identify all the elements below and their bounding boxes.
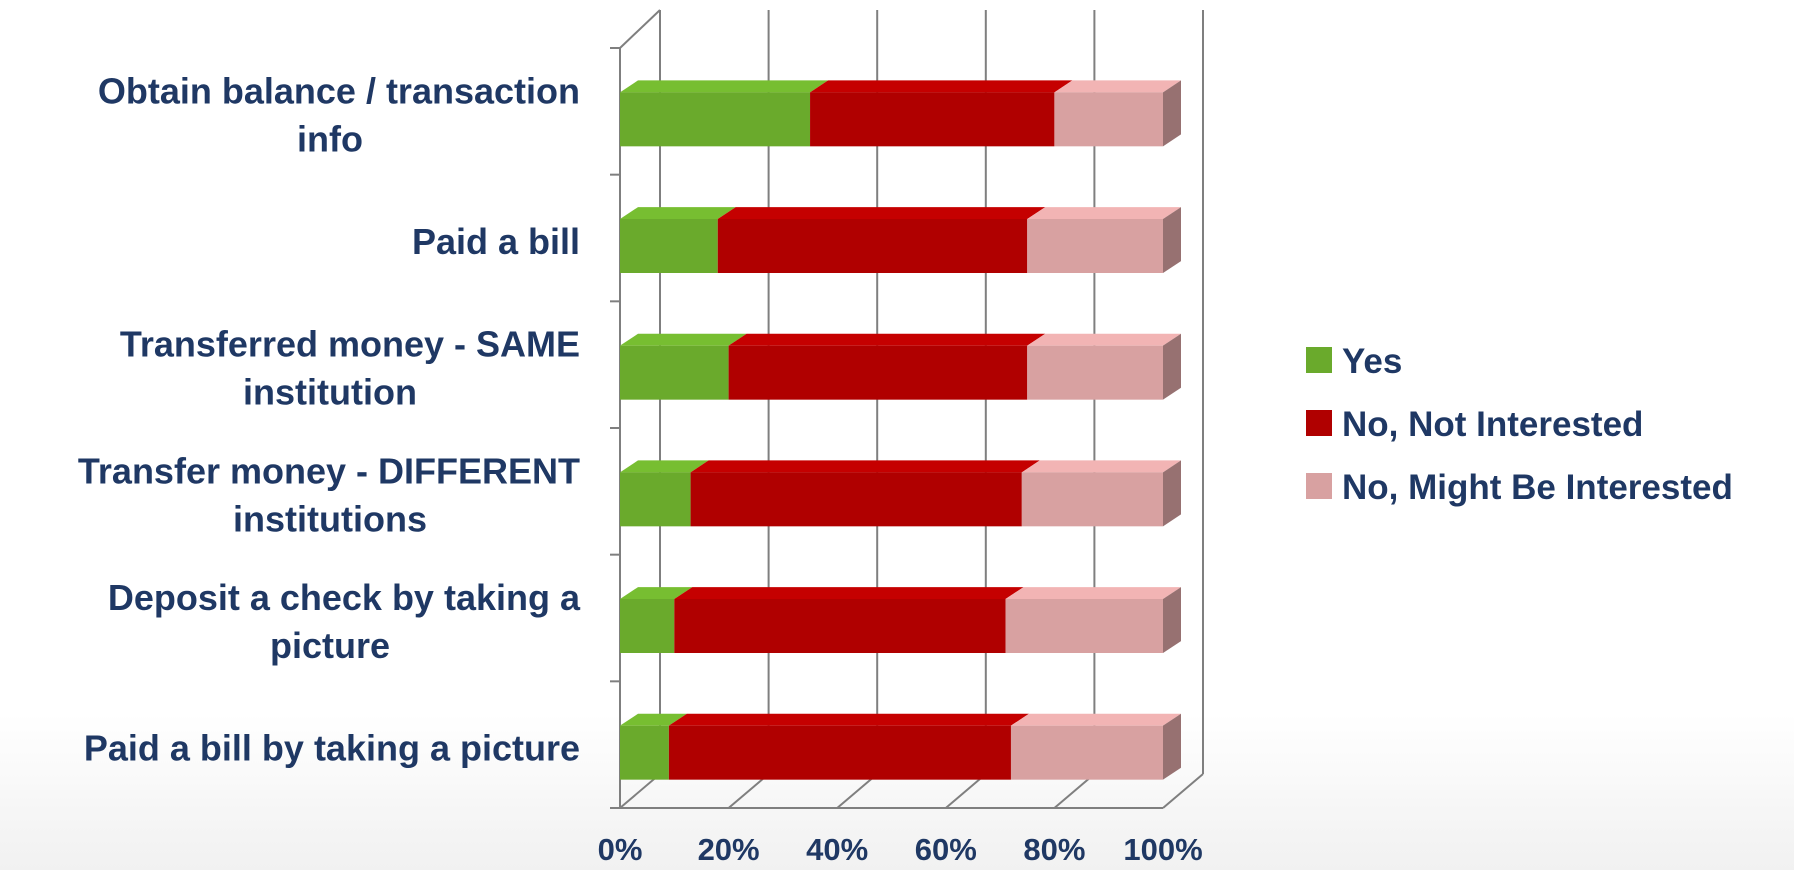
legend-swatch [1306, 473, 1332, 499]
bar-segment [1021, 460, 1181, 527]
bar-front-face [668, 725, 1011, 780]
bar-segment [620, 80, 829, 147]
category-label: Transfer money - DIFFERENT [78, 450, 580, 491]
legend-swatch [1306, 410, 1332, 436]
bar-segment [620, 460, 709, 527]
bar-top-face [620, 80, 829, 93]
x-tick-label: 100% [1123, 832, 1202, 867]
bar-top-face [620, 333, 747, 346]
bar-top-face [668, 713, 1029, 726]
bar-front-face [728, 345, 1028, 400]
bar-segment [690, 460, 1040, 527]
bar-segment [620, 587, 693, 653]
bar-front-face [620, 92, 811, 147]
bar-segment [1005, 587, 1181, 653]
bar-top-face [674, 587, 1024, 599]
bar-front-face [1054, 92, 1163, 147]
bar-top-face [1054, 80, 1181, 93]
bar-series [620, 80, 1181, 780]
floor-gridline [1162, 773, 1204, 809]
bar-front-face [620, 345, 729, 400]
bar-top-face [620, 713, 687, 726]
bar-top-face [690, 460, 1040, 473]
bar-front-face [690, 472, 1022, 527]
bar-front-face [620, 219, 718, 273]
bar-front-face [620, 472, 691, 527]
category-label: info [297, 118, 363, 159]
x-tick-label: 60% [915, 832, 977, 867]
legend-swatch [1306, 347, 1332, 373]
bar-front-face [620, 725, 669, 780]
bar-front-face [1005, 599, 1163, 653]
legend-label: Yes [1342, 342, 1402, 381]
bar-side-face [1163, 460, 1181, 527]
bar-top-face [810, 80, 1073, 93]
bar-front-face [620, 599, 675, 653]
x-tick-label: 0% [598, 832, 643, 867]
bar-top-face [620, 207, 736, 219]
bar-segment [1054, 80, 1181, 147]
bar-segment [668, 713, 1029, 780]
bar-side-face [1163, 713, 1181, 780]
x-tick-label: 80% [1023, 832, 1085, 867]
bar-segment [620, 207, 736, 273]
bar-front-face [810, 92, 1055, 147]
category-label: Obtain balance / transaction [98, 70, 580, 111]
bar-top-face [620, 460, 709, 473]
bar-segment [1010, 713, 1181, 780]
legend: Yes No, Not Interested No, Might Be Intere… [1306, 342, 1733, 507]
bar-top-face [1021, 460, 1181, 473]
category-label: picture [270, 625, 390, 666]
category-label: Transferred money - SAME [120, 324, 580, 365]
category-label: Deposit a check by taking a [108, 577, 581, 618]
x-tick-label: 20% [698, 832, 760, 867]
bar-side-face [1163, 207, 1181, 273]
bar-top-face [728, 333, 1046, 346]
bar-segment [1027, 207, 1181, 273]
x-tick-label: 40% [806, 832, 868, 867]
bar-front-face [1021, 472, 1163, 527]
bar-top-face [1005, 587, 1181, 599]
bar-segment [810, 80, 1073, 147]
bar-side-face [1163, 333, 1181, 400]
bar-segment [674, 587, 1024, 653]
legend-label: No, Might Be Interested [1342, 468, 1733, 507]
bar-side-face [1163, 80, 1181, 147]
category-label: institutions [233, 498, 427, 539]
bar-segment [728, 333, 1046, 400]
category-labels: Obtain balance / transaction info Paid a b… [78, 70, 581, 768]
left-wall-top [619, 9, 661, 49]
bar-top-face [1027, 207, 1181, 219]
category-label: Paid a bill [412, 221, 580, 262]
x-axis-ticks: 0% 20% 40% 60% 80% 100% [598, 832, 1203, 867]
bar-front-face [717, 219, 1028, 273]
bar-front-face [1010, 725, 1163, 780]
bar-segment [620, 713, 687, 780]
bar-front-face [1027, 219, 1163, 273]
legend-label: No, Not Interested [1342, 405, 1643, 444]
category-label: institution [243, 372, 417, 413]
bar-top-face [620, 587, 693, 599]
bar-side-face [1163, 587, 1181, 653]
bar-segment [1027, 333, 1181, 400]
bar-top-face [1027, 333, 1181, 346]
category-label: Paid a bill by taking a picture [84, 728, 580, 769]
bar-front-face [674, 599, 1006, 653]
bar-top-face [1010, 713, 1181, 726]
bar-front-face [1027, 345, 1163, 400]
bar-top-face [717, 207, 1046, 219]
bar-segment [717, 207, 1046, 273]
bar-segment [620, 333, 747, 400]
